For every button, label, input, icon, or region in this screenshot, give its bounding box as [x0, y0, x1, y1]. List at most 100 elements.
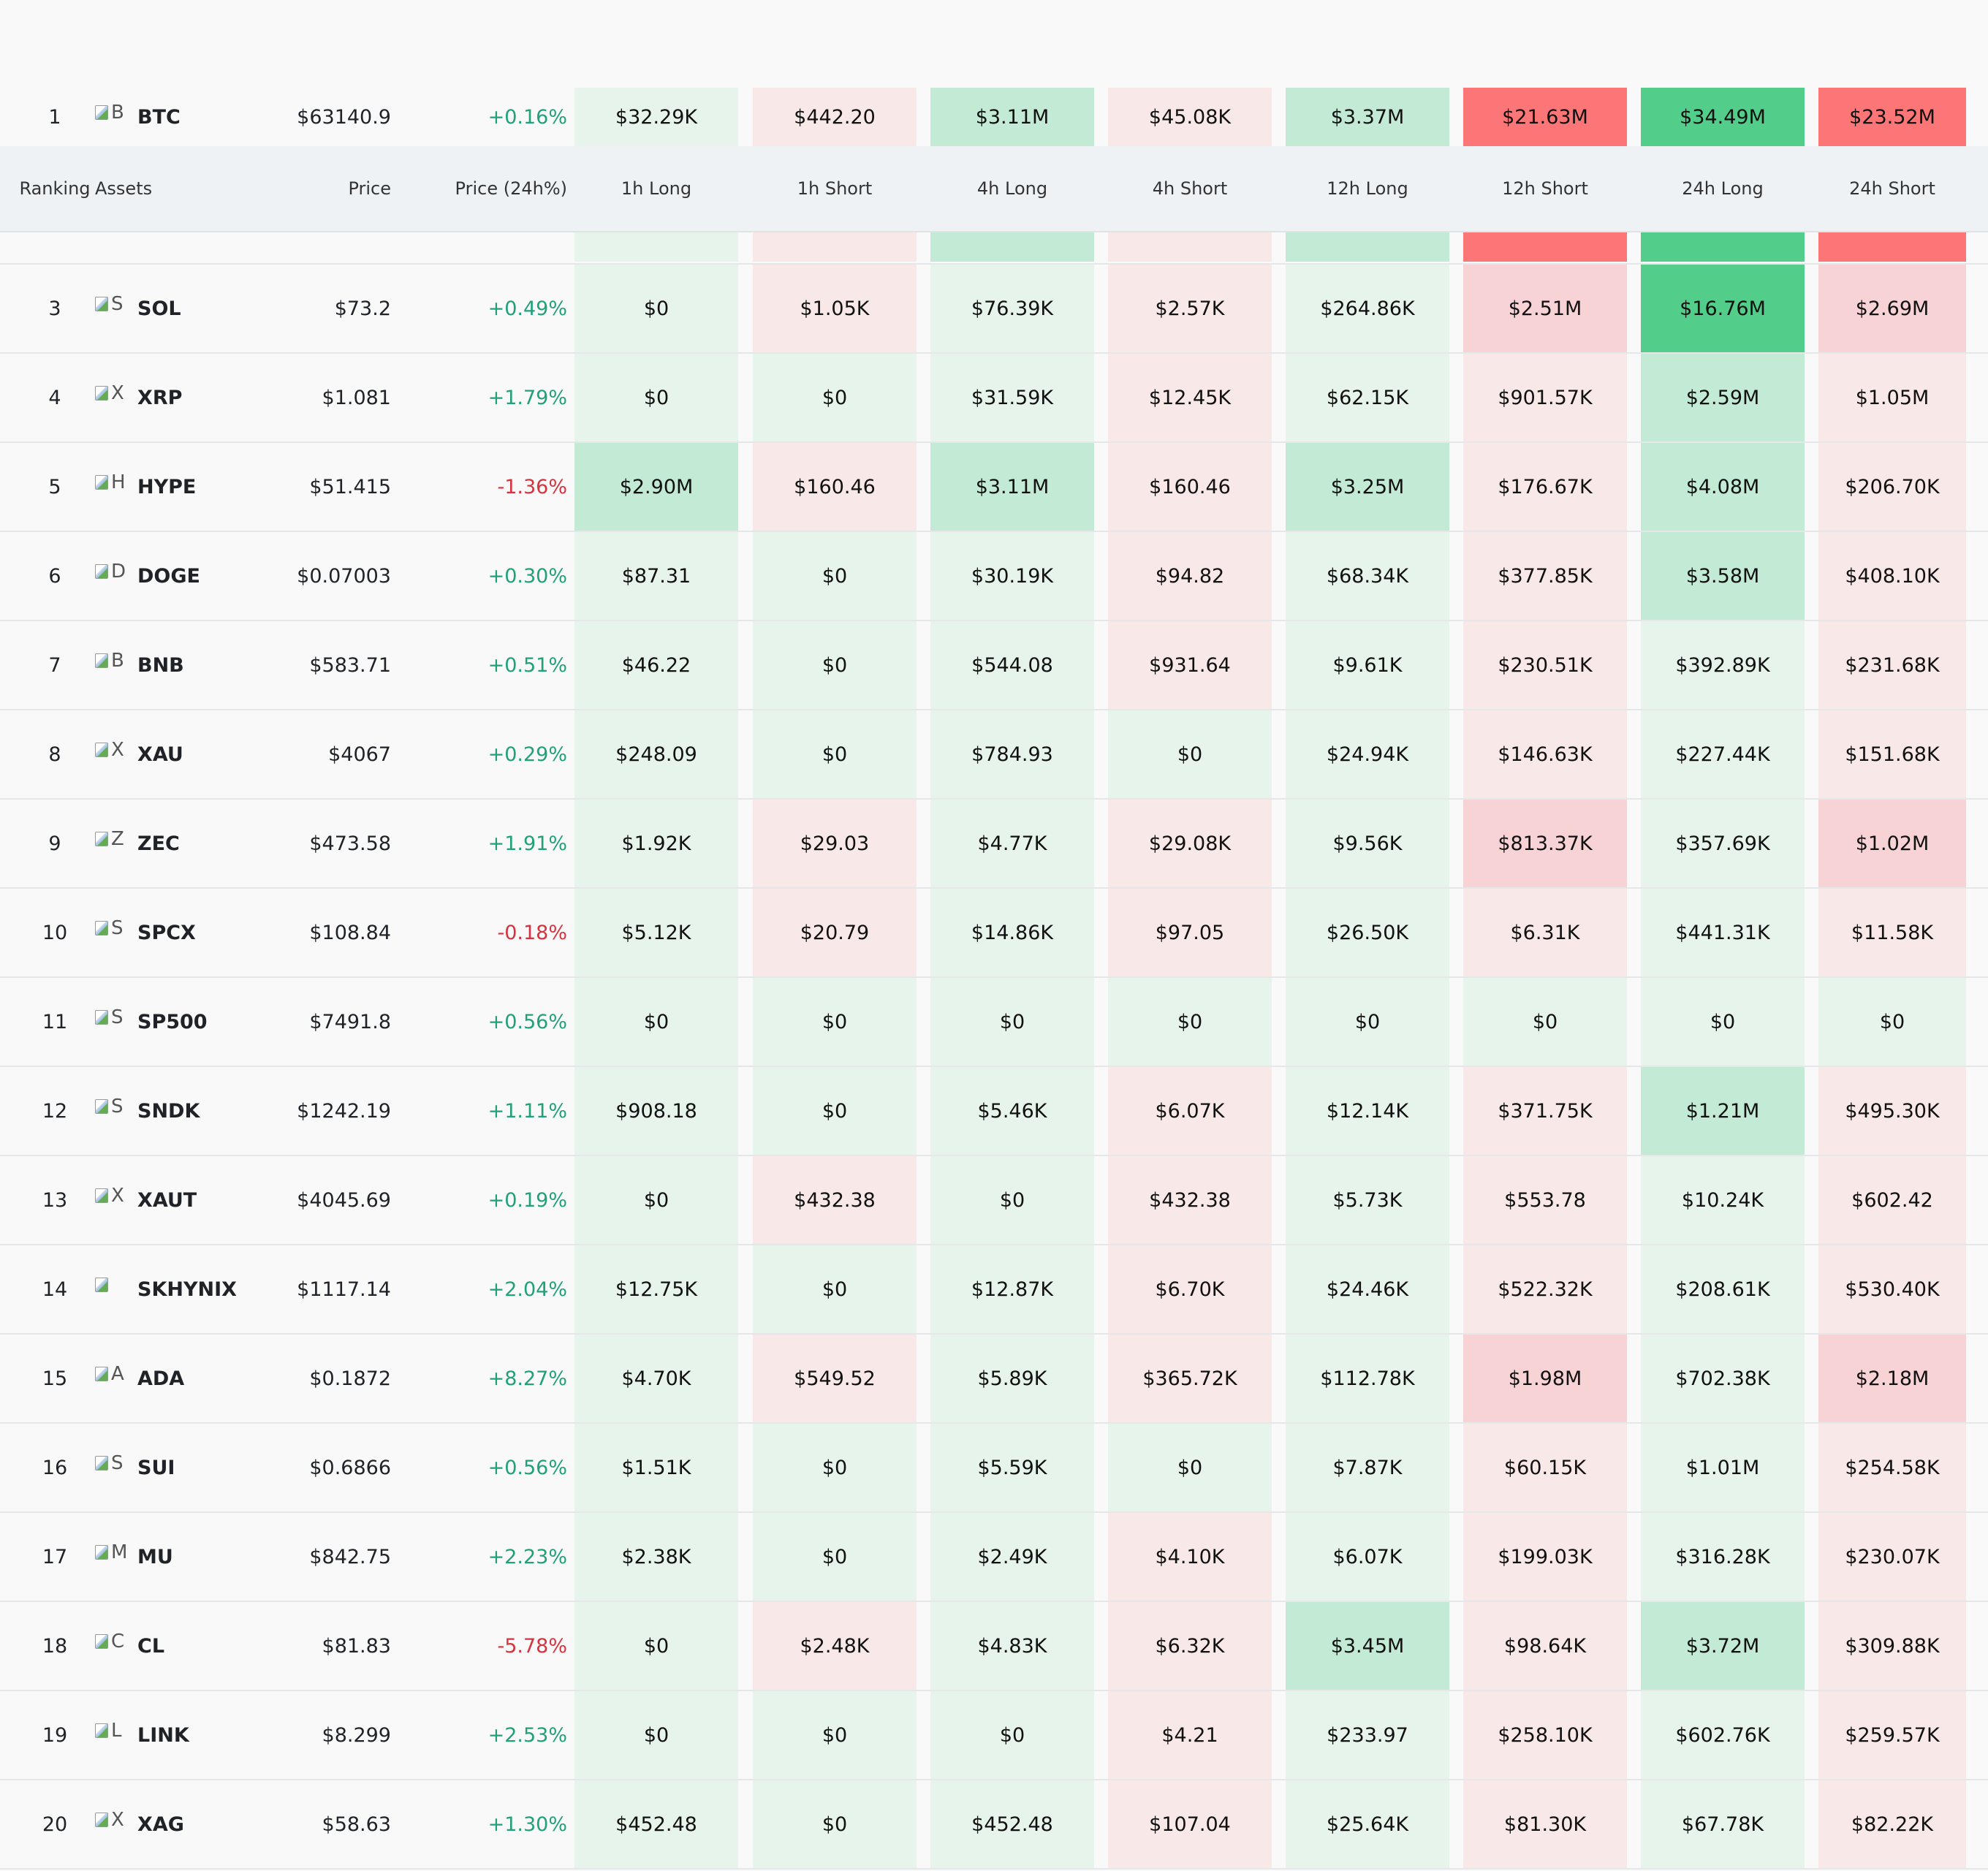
price-change-cell: +0.56%: [487, 1456, 567, 1479]
asset-symbol[interactable]: SPCX: [137, 921, 196, 944]
col-4h-long[interactable]: 4h Long: [976, 178, 1048, 199]
asset-symbol[interactable]: DOGE: [137, 564, 200, 588]
asset-symbol[interactable]: CL: [137, 1634, 165, 1658]
asset-cell[interactable]: S SNDK: [95, 1067, 270, 1155]
value-12h-short: $522.32K: [1463, 1245, 1627, 1333]
asset-cell[interactable]: SKHYNIX: [95, 1245, 270, 1333]
table-row[interactable]: 4 X XRP $1.081 +1.79% $0 $0 $31.59K $12.45K $62.1…: [0, 354, 1988, 443]
table-row[interactable]: 7 B BNB $583.71 +0.51% $46.22 $0 $544.08 $931.64…: [0, 621, 1988, 710]
broken-image-icon: H: [95, 471, 130, 500]
asset-symbol[interactable]: ZEC: [137, 832, 180, 855]
value-24h-short: $602.42: [1818, 1156, 1966, 1244]
col-12h-long[interactable]: 12h Long: [1327, 178, 1408, 199]
col-24h-long[interactable]: 24h Long: [1682, 178, 1764, 199]
table-row[interactable]: 11 S SP500 $7491.8 +0.56% $0 $0 $0 $0 $0 $0 $0 $0: [0, 978, 1988, 1067]
table-row[interactable]: 16 S SUI $0.6866 +0.56% $1.51K $0 $5.59K $0 $7.87…: [0, 1424, 1988, 1513]
price-change-cell: +0.51%: [487, 653, 567, 677]
value-24h-short: $82.22K: [1818, 1780, 1966, 1868]
col-24h-short[interactable]: 24h Short: [1849, 178, 1935, 199]
value-24h-short: $23.52M: [1818, 88, 1966, 146]
col-assets[interactable]: Assets: [95, 178, 153, 199]
table-row[interactable]: 8 X XAU $4067 +0.29% $248.09 $0 $784.93 $0 $24.94…: [0, 710, 1988, 800]
asset-cell[interactable]: S SPCX: [95, 889, 270, 976]
table-row[interactable]: 17 M MU $842.75 +2.23% $2.38K $0 $2.49K $4.10K $6…: [0, 1513, 1988, 1602]
col-price[interactable]: Price: [348, 178, 391, 199]
price-cell: $73.2: [334, 297, 391, 320]
asset-symbol[interactable]: SNDK: [137, 1099, 200, 1123]
value-24h-long: $34.49M: [1641, 88, 1805, 146]
asset-cell[interactable]: S SOL: [95, 265, 270, 352]
value-24h-long: $441.31K: [1641, 889, 1805, 976]
asset-cell[interactable]: X XAG: [95, 1780, 270, 1868]
asset-symbol[interactable]: SKHYNIX: [137, 1278, 237, 1301]
asset-cell[interactable]: M MU: [95, 1513, 270, 1601]
asset-symbol[interactable]: ADA: [137, 1367, 185, 1390]
asset-cell[interactable]: B BTC: [95, 88, 270, 146]
hidden-row-cell: [753, 232, 917, 262]
value-12h-long: $62.15K: [1286, 354, 1449, 441]
value-4h-short: $0: [1108, 1424, 1272, 1511]
asset-symbol[interactable]: XAG: [137, 1813, 184, 1836]
table-row[interactable]: 18 C CL $81.83 -5.78% $0 $2.48K $4.83K $6.32K $3.…: [0, 1602, 1988, 1691]
broken-image-glyph: [95, 564, 108, 579]
asset-symbol[interactable]: HYPE: [137, 475, 197, 498]
table-row[interactable]: 13 X XAUT $4045.69 +0.19% $0 $432.38 $0 $432.38 $…: [0, 1156, 1988, 1245]
col-price-change[interactable]: Price (24h%): [455, 178, 567, 199]
asset-cell[interactable]: C CL: [95, 1602, 270, 1690]
table-row[interactable]: 10 S SPCX $108.84 -0.18% $5.12K $20.79 $14.86K $…: [0, 889, 1988, 978]
asset-cell[interactable]: B BNB: [95, 621, 270, 709]
table-row[interactable]: 5 H HYPE $51.415 -1.36% $2.90M $160.46 $3.11M $1…: [0, 443, 1988, 532]
table-row[interactable]: 15 A ADA $0.1872 +8.27% $4.70K $549.52 $5.89K $3…: [0, 1335, 1988, 1424]
asset-cell[interactable]: S SP500: [95, 978, 270, 1066]
rank-cell: 4: [48, 386, 61, 409]
asset-symbol[interactable]: BTC: [137, 105, 181, 129]
table-row[interactable]: 3 S SOL $73.2 +0.49% $0 $1.05K $76.39K $2.57K $26…: [0, 265, 1988, 354]
price-cell: $0.1872: [309, 1367, 391, 1390]
value-4h-long: $3.11M: [930, 443, 1094, 531]
broken-image-glyph: [95, 1099, 108, 1114]
price-cell: $7491.8: [309, 1010, 391, 1033]
asset-symbol[interactable]: SOL: [137, 297, 181, 320]
col-1h-short[interactable]: 1h Short: [797, 178, 873, 199]
col-ranking[interactable]: Ranking: [19, 178, 91, 199]
hidden-row-cell: [930, 232, 1094, 262]
asset-cell[interactable]: D DOGE: [95, 532, 270, 620]
value-12h-long: $3.25M: [1286, 443, 1449, 531]
value-4h-long: $31.59K: [930, 354, 1094, 441]
table-row[interactable]: 1 B BTC $63140.9 +0.16% $32.29K $442.20 $3.11M $…: [0, 88, 1988, 146]
table-row[interactable]: 6 D DOGE $0.07003 +0.30% $87.31 $0 $30.19K $94.8…: [0, 532, 1988, 621]
price-cell: $81.83: [322, 1634, 391, 1658]
price-cell: $0.6866: [309, 1456, 391, 1479]
table-row[interactable]: 20 X XAG $58.63 +1.30% $452.48 $0 $452.48 $107.0…: [0, 1780, 1988, 1870]
asset-cell[interactable]: Z ZEC: [95, 800, 270, 887]
asset-symbol[interactable]: MU: [137, 1545, 173, 1568]
asset-symbol[interactable]: SUI: [137, 1456, 175, 1479]
asset-cell[interactable]: X XAUT: [95, 1156, 270, 1244]
value-24h-long: $2.59M: [1641, 354, 1805, 441]
asset-cell[interactable]: L LINK: [95, 1691, 270, 1779]
asset-symbol[interactable]: XAUT: [137, 1188, 197, 1212]
table-row[interactable]: 12 S SNDK $1242.19 +1.11% $908.18 $0 $5.46K $6.0…: [0, 1067, 1988, 1156]
col-4h-short[interactable]: 4h Short: [1152, 178, 1228, 199]
col-1h-long[interactable]: 1h Long: [621, 178, 692, 199]
broken-image-glyph: [95, 386, 108, 401]
image-alt-text: X: [111, 1185, 124, 1207]
table-row[interactable]: 19 L LINK $8.299 +2.53% $0 $0 $0 $4.21 $233.97 $25…: [0, 1691, 1988, 1780]
asset-cell[interactable]: H HYPE: [95, 443, 270, 531]
asset-cell[interactable]: A ADA: [95, 1335, 270, 1422]
asset-cell[interactable]: X XRP: [95, 354, 270, 441]
table-row[interactable]: 14 SKHYNIX $1117.14 +2.04% $12.75K $0 $12.87K $…: [0, 1245, 1988, 1335]
table-header: Ranking Assets Price Price (24h%) 1h Lon…: [0, 146, 1988, 232]
value-4h-short: $94.82: [1108, 532, 1272, 620]
asset-symbol[interactable]: XAU: [137, 743, 183, 766]
table-row[interactable]: 9 Z ZEC $473.58 +1.91% $1.92K $29.03 $4.77K $29.…: [0, 800, 1988, 889]
asset-symbol[interactable]: LINK: [137, 1723, 189, 1747]
asset-symbol[interactable]: XRP: [137, 386, 183, 409]
asset-cell[interactable]: S SUI: [95, 1424, 270, 1511]
asset-symbol[interactable]: BNB: [137, 653, 184, 677]
col-12h-short[interactable]: 12h Short: [1502, 178, 1588, 199]
asset-symbol[interactable]: SP500: [137, 1010, 208, 1033]
asset-cell[interactable]: X XAU: [95, 710, 270, 798]
value-1h-short: $160.46: [753, 443, 917, 531]
broken-image-glyph: [95, 475, 108, 490]
